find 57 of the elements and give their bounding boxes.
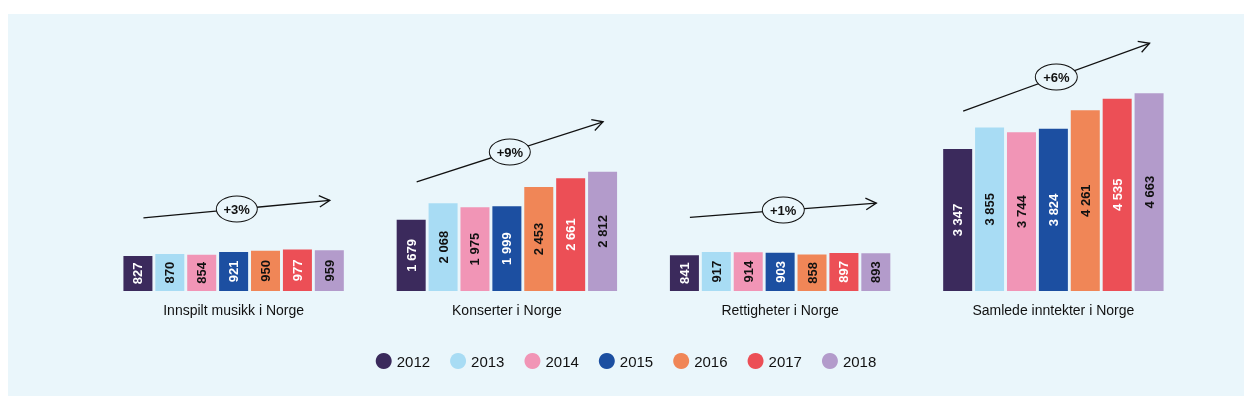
bar [428,203,458,291]
bar [1134,93,1164,291]
data-label: 3 824 [1045,192,1061,227]
bar [524,186,554,291]
data-label: 854 [194,261,210,284]
legend-label: 2012 [396,352,431,370]
data-label: 914 [740,260,756,283]
data-label: 4 535 [1109,178,1125,212]
data-label: 917 [708,260,724,283]
data-label: 1 999 [499,232,515,265]
data-label: 858 [804,261,820,284]
data-label: 921 [226,260,242,283]
data-label: 2 661 [563,218,579,251]
annotation: +1% [761,196,805,224]
data-label: 2 068 [435,230,451,264]
data-label: 903 [772,261,788,283]
annotation: +9% [488,138,532,166]
data-label: 870 [162,261,178,284]
bar [1070,110,1100,291]
x-tick-label: Rettigheter i Norge [721,302,840,318]
bar [396,219,426,291]
data-label: 3 744 [1013,194,1029,228]
x-tick-label: Konserter i Norge [452,302,562,318]
x-tick-label: Samlede inntekter i Norge [972,302,1135,318]
bar [492,206,522,291]
data-label: 3 347 [950,203,966,237]
data-label: 959 [321,259,337,282]
bar [975,127,1005,291]
bar [1006,132,1036,291]
legend-label: 2014 [545,352,579,370]
legend-label: 2016 [694,352,728,370]
legend-label: 2013 [471,352,505,370]
bar [588,171,618,291]
bar [460,207,490,291]
legend-label: 2015 [619,352,654,370]
x-tick-label: Innspilt musikk i Norge [163,302,305,318]
bar [1038,128,1068,291]
data-label: 897 [836,261,852,283]
data-label: 950 [258,260,274,282]
data-label: 4 663 [1141,175,1157,209]
data-label: 2 453 [531,222,547,256]
bar [556,178,586,291]
bar [1102,98,1132,291]
data-label: 893 [868,261,884,283]
bar [943,149,973,291]
data-label: 977 [289,259,305,282]
annotation: +3% [215,195,258,223]
data-label: 2 812 [595,215,611,248]
data-label: 4 261 [1077,184,1093,217]
legend-label: 2017 [768,352,802,370]
data-label: 1 679 [403,239,419,272]
data-label: 3 855 [982,193,998,226]
data-label: 841 [676,262,692,285]
data-label: 827 [130,262,146,285]
legend-label: 2018 [842,352,877,370]
text: +6% [1035,63,1078,91]
data-label: 1 975 [467,232,483,266]
